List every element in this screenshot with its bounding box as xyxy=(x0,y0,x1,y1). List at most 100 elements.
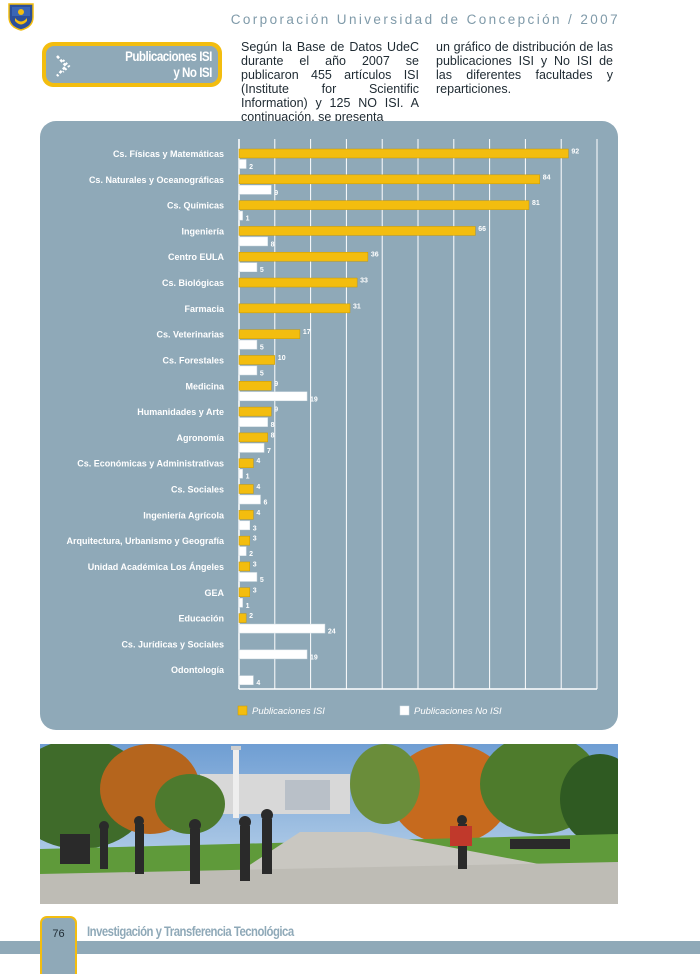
data-label: 3 xyxy=(253,587,257,594)
data-label: 19 xyxy=(310,654,318,661)
data-label: 8 xyxy=(271,422,275,429)
isi-bar xyxy=(238,587,250,598)
data-label: 5 xyxy=(260,370,264,377)
category-label: Ingeniería Agrícola xyxy=(143,510,225,520)
no-isi-bar xyxy=(238,365,258,376)
category-label: Arquitectura, Urbanismo y Geografía xyxy=(66,536,225,546)
data-label: 1 xyxy=(246,474,250,481)
no-isi-bar xyxy=(238,598,243,608)
legend-label: Publicaciones ISI xyxy=(252,706,325,717)
no-isi-bar xyxy=(238,494,261,505)
data-label: 1 xyxy=(246,603,250,610)
data-label: 84 xyxy=(543,174,551,181)
data-label: 3 xyxy=(253,525,257,532)
legend-swatch xyxy=(399,705,410,716)
isi-bar xyxy=(238,381,272,391)
category-label: Farmacia xyxy=(184,304,225,314)
no-isi-bar xyxy=(238,391,308,402)
data-label: 4 xyxy=(256,458,260,465)
category-label: Cs. Jurídicas y Sociales xyxy=(121,639,224,649)
data-label: 33 xyxy=(360,278,368,285)
page-number-tab: 76 xyxy=(40,916,77,974)
data-label: 3 xyxy=(253,536,257,543)
category-label: GEA xyxy=(204,588,224,598)
category-label: Unidad Académica Los Ángeles xyxy=(88,562,224,572)
category-label: Ingeniería xyxy=(181,226,225,236)
no-isi-bar xyxy=(238,210,243,221)
category-label: Agronomía xyxy=(176,433,224,443)
section-tab: Publicaciones ISI y No ISI xyxy=(42,42,222,87)
data-label: 92 xyxy=(571,149,579,156)
page-number: 76 xyxy=(52,928,65,940)
category-label: Cs. Químicas xyxy=(167,201,224,211)
data-label: 4 xyxy=(256,680,260,687)
isi-bar xyxy=(238,251,369,262)
isi-bar xyxy=(238,277,358,288)
category-label: Cs. Forestales xyxy=(162,355,224,365)
no-isi-bar xyxy=(238,417,268,427)
no-isi-bar xyxy=(238,236,268,247)
footer-band xyxy=(0,941,700,954)
data-label: 9 xyxy=(274,190,278,197)
campus-photo xyxy=(40,744,618,904)
data-label: 3 xyxy=(253,561,257,568)
no-isi-bar xyxy=(238,468,243,479)
category-label: Cs. Físicas y Matemáticas xyxy=(113,149,224,159)
data-label: 5 xyxy=(260,267,264,274)
no-isi-bar xyxy=(238,649,308,660)
category-label: Centro EULA xyxy=(168,252,225,262)
data-label: 10 xyxy=(278,355,286,362)
category-label: Odontología xyxy=(171,665,225,675)
isi-bar xyxy=(238,613,247,623)
no-isi-bar xyxy=(238,520,250,531)
data-label: 2 xyxy=(249,164,253,171)
data-label: 4 xyxy=(256,510,260,517)
header-title: Corporación Universidad de Concepción / … xyxy=(230,12,620,27)
isi-bar xyxy=(238,484,254,494)
data-label: 66 xyxy=(478,226,486,233)
data-label: 24 xyxy=(328,629,336,636)
chart-panel: Cs. Físicas y Matemáticas 92 2 Cs. Naturale… xyxy=(40,121,618,730)
data-label: 31 xyxy=(353,303,361,310)
legend-swatch xyxy=(237,705,248,716)
category-label: Educación xyxy=(178,614,224,624)
data-label: 1 xyxy=(246,216,250,223)
chevron-right-icon xyxy=(56,55,71,77)
isi-bar xyxy=(238,226,476,236)
section-title-line1: Publicaciones ISI xyxy=(125,49,212,64)
category-label: Medicina xyxy=(185,381,225,391)
isi-bar xyxy=(238,458,254,468)
isi-bar xyxy=(238,510,254,520)
no-isi-bar xyxy=(238,546,247,556)
no-isi-bar xyxy=(238,262,258,272)
no-isi-bar xyxy=(238,339,258,350)
category-label: Cs. Biológicas xyxy=(162,278,224,288)
isi-bar xyxy=(238,148,569,159)
data-label: 8 xyxy=(271,241,275,248)
isi-bar xyxy=(238,303,351,314)
no-isi-bar xyxy=(238,443,265,453)
category-label: Cs. Sociales xyxy=(171,485,224,495)
isi-bar xyxy=(238,200,530,210)
data-label: 2 xyxy=(249,551,253,558)
data-label: 19 xyxy=(310,396,318,403)
isi-bar xyxy=(238,355,276,365)
no-isi-bar xyxy=(238,675,254,685)
isi-bar xyxy=(238,535,250,546)
university-logo xyxy=(8,3,34,31)
data-label: 9 xyxy=(274,381,278,388)
isi-bar xyxy=(238,561,250,572)
category-label: Humanidades y Arte xyxy=(137,407,224,417)
category-label: Cs. Veterinarias xyxy=(156,330,224,340)
isi-bar xyxy=(238,329,301,339)
data-label: 7 xyxy=(267,448,271,455)
data-label: 4 xyxy=(256,484,260,491)
category-label: Cs. Naturales y Oceanográficas xyxy=(89,175,224,185)
legend-label: Publicaciones No ISI xyxy=(414,706,502,717)
intro-column-2: un gráfico de distribución de las public… xyxy=(436,40,613,96)
no-isi-bar xyxy=(238,623,326,634)
footer-title: Investigación y Transferencia Tecnológic… xyxy=(87,924,294,939)
data-label: 5 xyxy=(260,577,264,584)
data-label: 8 xyxy=(271,432,275,439)
